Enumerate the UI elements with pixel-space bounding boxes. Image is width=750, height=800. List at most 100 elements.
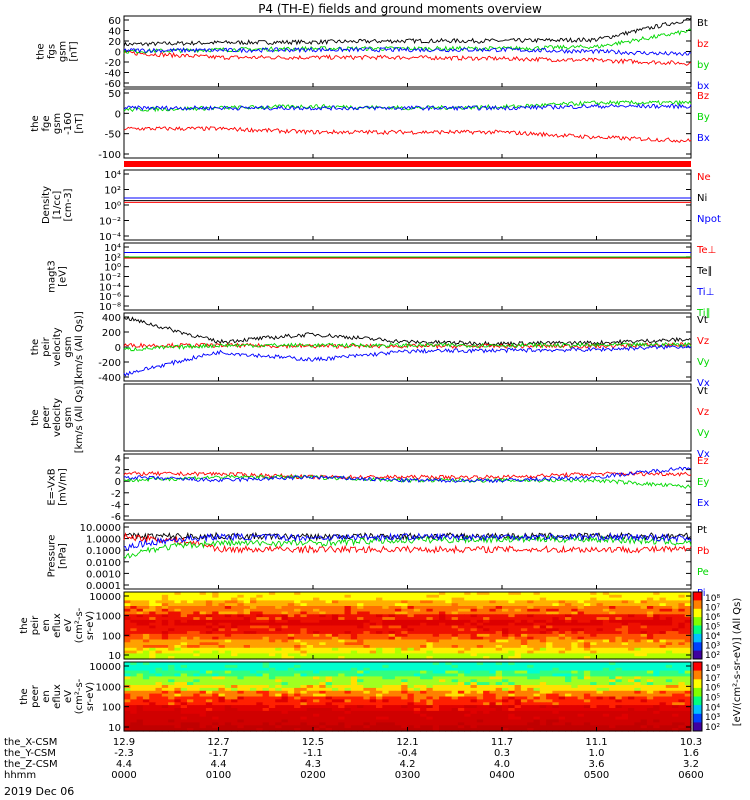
spectrogram-cell [546, 653, 553, 657]
spectrogram-cell [672, 719, 679, 723]
spectrogram-cell [325, 608, 333, 613]
spectrogram-cell [344, 642, 352, 646]
spectrogram-cell [659, 647, 667, 652]
spectrogram-cell [281, 713, 289, 718]
spectrogram-cell [426, 656, 434, 660]
spectrogram-cell [665, 687, 673, 692]
spectrogram-cell [376, 645, 383, 649]
spectrogram-cell [583, 696, 591, 700]
spectrogram-cell [130, 716, 138, 721]
spectrogram-cell [489, 639, 497, 643]
spectrogram-cell [243, 713, 251, 718]
spectrogram-cell [369, 716, 377, 721]
spectrogram-cell [313, 676, 320, 680]
spectrogram-cell [124, 592, 131, 596]
spectrogram-cell [508, 592, 516, 596]
spectrogram-cell [363, 633, 371, 638]
spectrogram-cell [350, 603, 358, 607]
spectrogram-cell [161, 603, 169, 607]
spectrogram-cell [275, 653, 283, 657]
spectrogram-cell [350, 606, 358, 610]
spectrogram-cell [388, 682, 396, 686]
spectrogram-cell [294, 645, 301, 649]
y-axis-label: peir [41, 336, 52, 356]
spectrogram-cell [369, 656, 377, 660]
spectrogram-cell [325, 603, 333, 607]
spectrogram-cell [432, 594, 440, 599]
spectrogram-cell [546, 696, 553, 700]
spectrogram-cell [287, 679, 295, 683]
spectrogram-cell [628, 639, 635, 643]
spectrogram-cell [294, 702, 301, 706]
spectrogram-cell [527, 728, 535, 732]
spectrogram-cell [369, 702, 377, 706]
spectrogram-cell [659, 662, 667, 666]
spectrogram-cell [464, 673, 472, 677]
spectrogram-cell [426, 667, 434, 672]
spectrogram-cell [583, 625, 591, 629]
spectrogram-cell [136, 614, 144, 618]
spectrogram-cell [609, 670, 616, 675]
spectrogram-cell [659, 699, 667, 703]
spectrogram-cell [565, 708, 572, 712]
spectrogram-cell [565, 650, 572, 654]
spectrogram-cell [344, 608, 352, 613]
spectrogram-cell [401, 676, 409, 680]
spectrogram-cell [155, 592, 163, 596]
spectrogram-cell [495, 716, 503, 721]
spectrogram-cell [319, 642, 327, 646]
spectrogram-cell [483, 699, 490, 703]
spectrogram-cell [640, 696, 648, 700]
spectrogram-cell [552, 705, 560, 709]
y-tick-label: -6 [111, 512, 121, 523]
spectrogram-cell [678, 645, 686, 649]
spectrogram-cell [187, 633, 194, 638]
spectrogram-cell [678, 699, 686, 703]
spectrogram-cell [684, 647, 692, 652]
spectrogram-cell [243, 628, 251, 632]
spectrogram-cell [193, 676, 201, 680]
spectrogram-cell [199, 647, 207, 652]
spectrogram-cell [287, 664, 295, 669]
spectrogram-cell [300, 662, 308, 666]
spectrogram-cell [376, 710, 383, 715]
spectrogram-cell [369, 696, 377, 700]
colorbar-tick-label: 10⁶ [705, 684, 720, 694]
spectrogram-cell [502, 628, 509, 632]
spectrogram-cell [287, 636, 295, 641]
spectrogram-cell [218, 667, 226, 672]
spectrogram-cell [187, 690, 194, 695]
spectrogram-cell [331, 608, 339, 613]
spectrogram-cell [199, 611, 207, 615]
spectrogram-cell [445, 664, 453, 669]
spectrogram-cell [193, 716, 201, 721]
spectrogram-cell [325, 685, 333, 689]
spectrogram-cell [558, 725, 566, 729]
spectrogram-cell [640, 642, 648, 646]
legend-entry: Vz [697, 336, 709, 347]
spectrogram-cell [659, 728, 667, 732]
colorbar-swatch [693, 608, 702, 618]
spectrogram-cell [615, 608, 623, 613]
spectrogram-cell [275, 619, 283, 624]
spectrogram-cell [250, 702, 257, 706]
spectrogram-cell [539, 696, 547, 700]
spectrogram-cell [596, 710, 604, 715]
spectrogram-cell [539, 679, 547, 683]
spectrogram-cell [527, 622, 535, 627]
spectrogram-cell [659, 650, 667, 654]
spectrogram-cell [205, 673, 213, 677]
spectrogram-cell [621, 636, 629, 641]
colorbar-swatch [693, 617, 702, 626]
spectrogram-cell [552, 682, 560, 686]
spectrogram-cell [218, 719, 226, 723]
spectrogram-cell [142, 647, 150, 652]
spectrogram-cell [653, 685, 661, 689]
spectrogram-cell [615, 682, 623, 686]
spectrogram-cell [142, 611, 150, 615]
spectrogram-cell [325, 647, 333, 652]
spectrogram-cell [451, 690, 459, 695]
spectrogram-cell [684, 636, 692, 641]
spectrogram-cell [357, 699, 364, 703]
spectrogram-cell [344, 625, 352, 629]
